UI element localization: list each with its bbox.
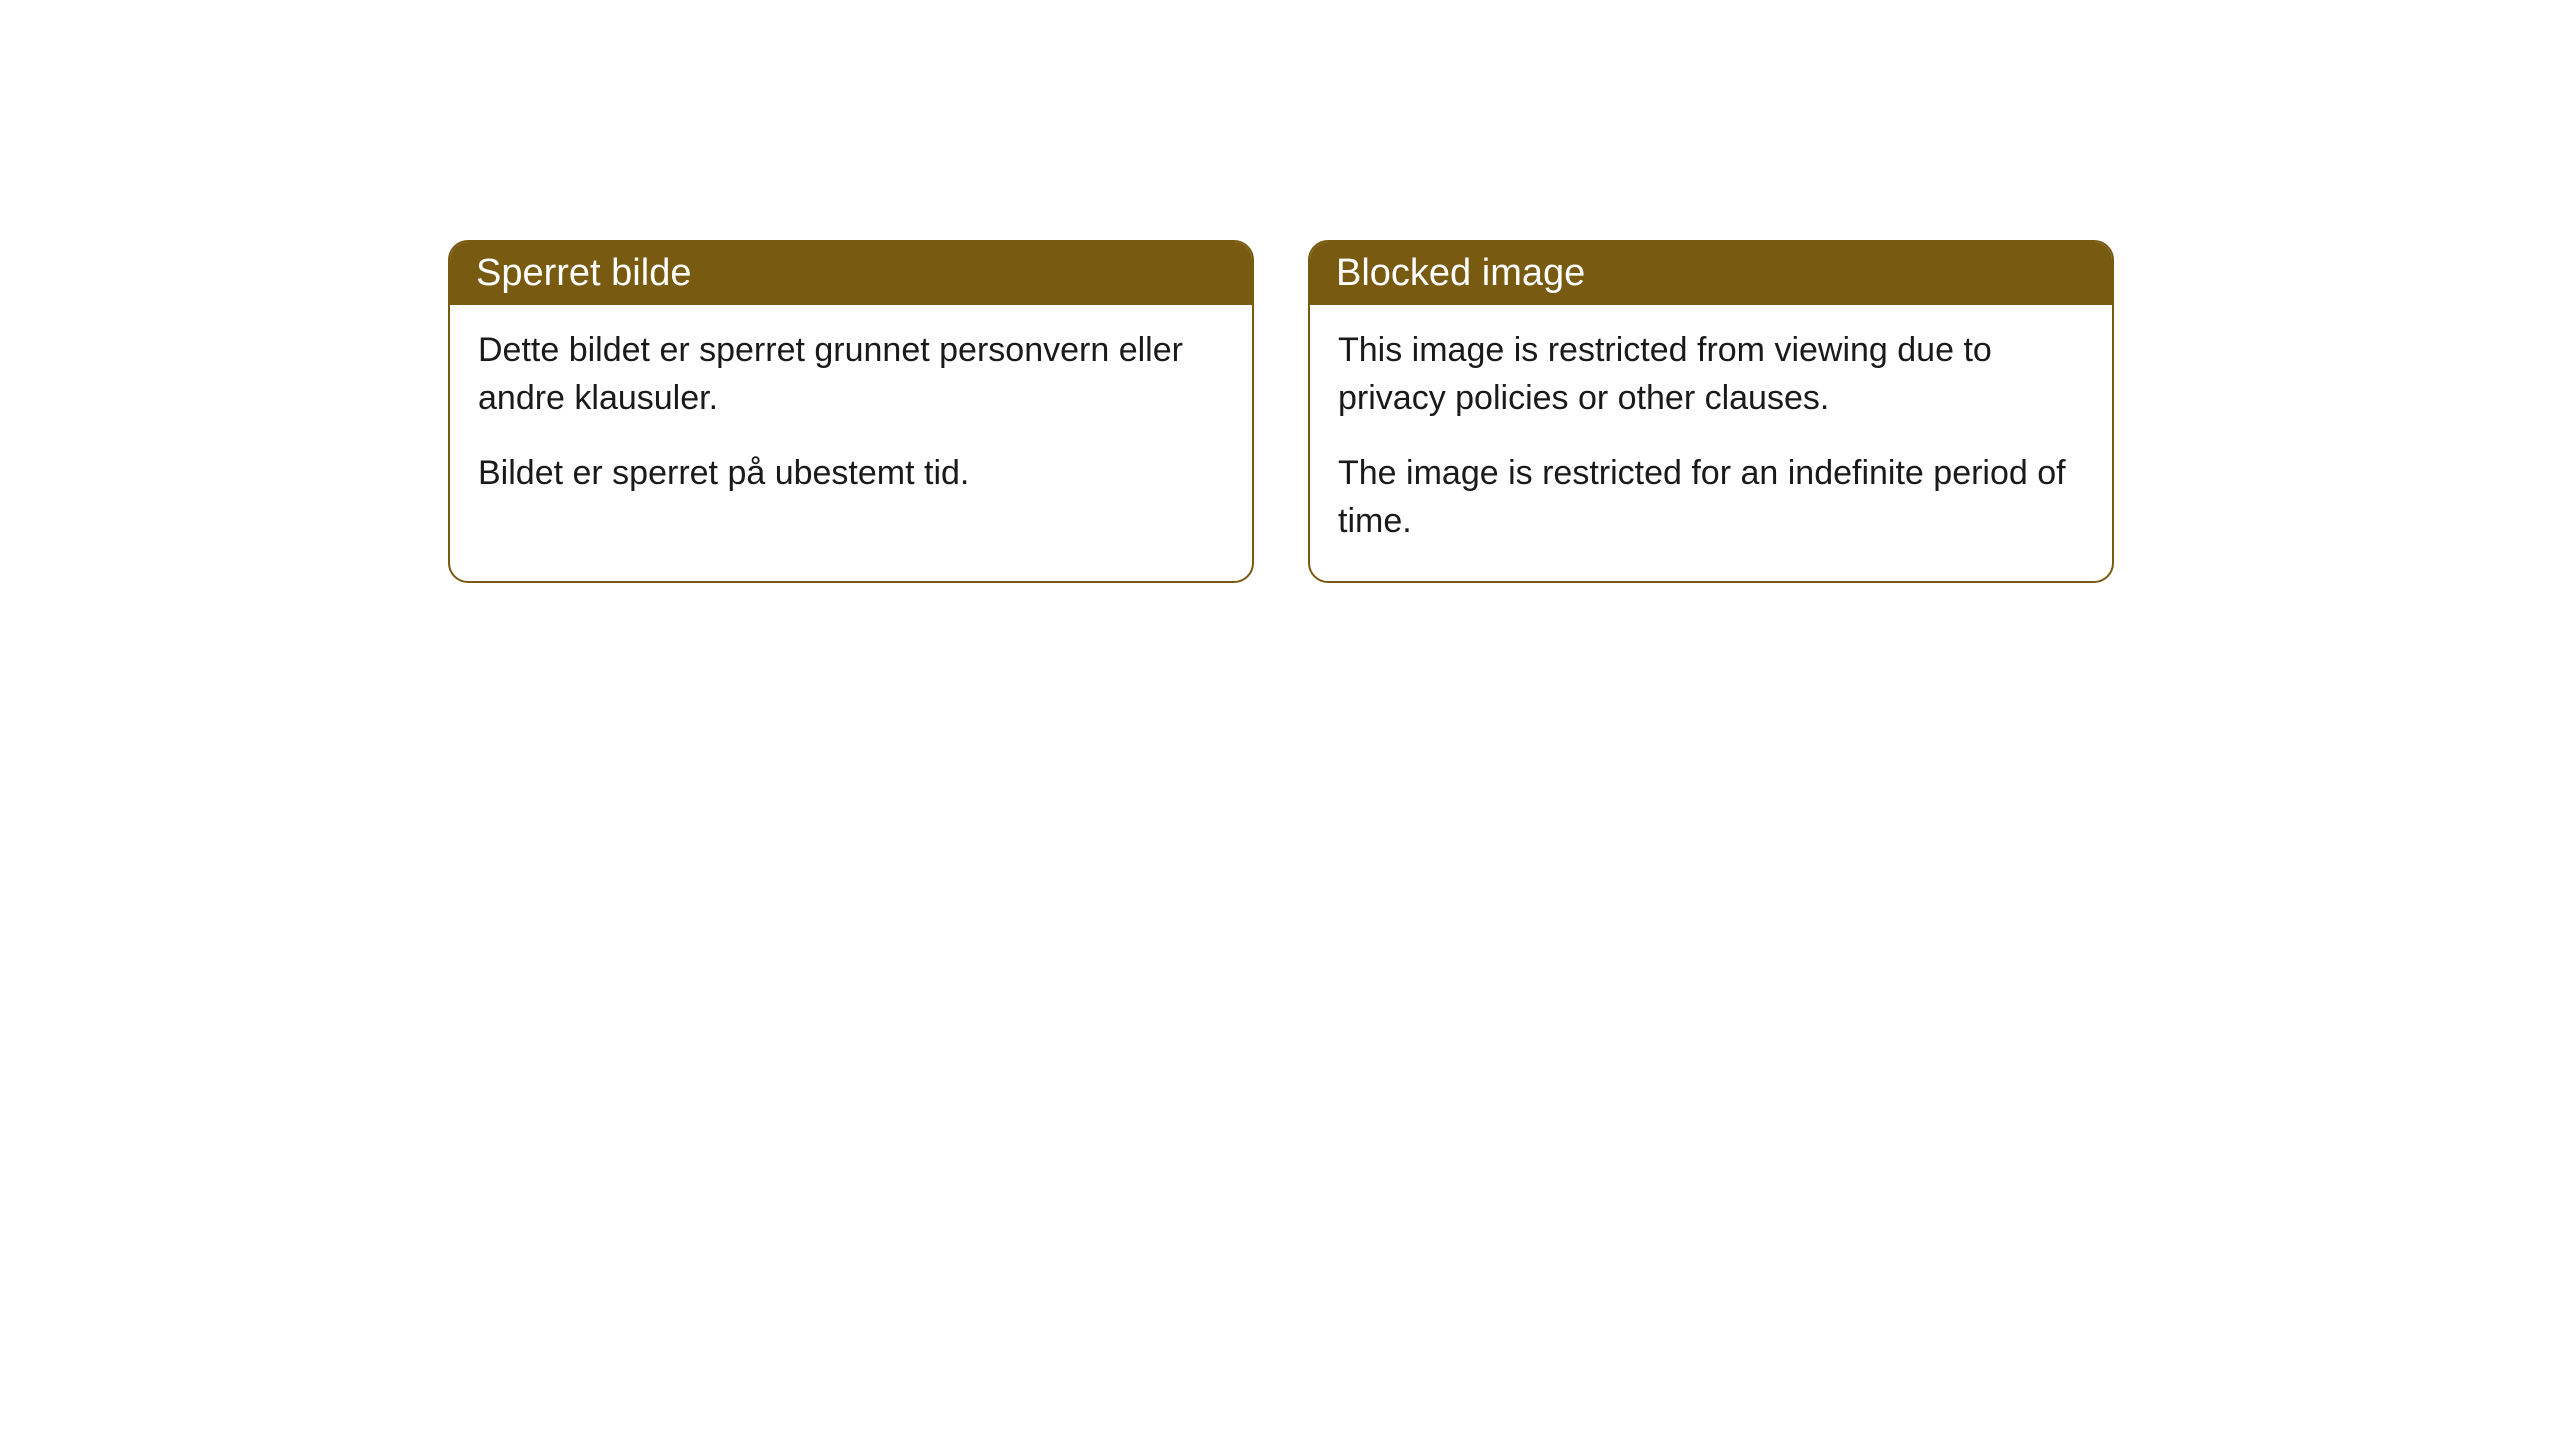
- notice-container: Sperret bilde Dette bildet er sperret gr…: [0, 0, 2560, 583]
- notice-header-norwegian: Sperret bilde: [450, 242, 1252, 305]
- notice-header-english: Blocked image: [1310, 242, 2112, 305]
- notice-body-norwegian: Dette bildet er sperret grunnet personve…: [450, 305, 1252, 534]
- notice-box-norwegian: Sperret bilde Dette bildet er sperret gr…: [448, 240, 1254, 583]
- notice-para1-norwegian: Dette bildet er sperret grunnet personve…: [478, 327, 1224, 422]
- notice-para2-english: The image is restricted for an indefinit…: [1338, 450, 2084, 545]
- notice-para2-norwegian: Bildet er sperret på ubestemt tid.: [478, 450, 1224, 498]
- notice-body-english: This image is restricted from viewing du…: [1310, 305, 2112, 581]
- notice-box-english: Blocked image This image is restricted f…: [1308, 240, 2114, 583]
- notice-para1-english: This image is restricted from viewing du…: [1338, 327, 2084, 422]
